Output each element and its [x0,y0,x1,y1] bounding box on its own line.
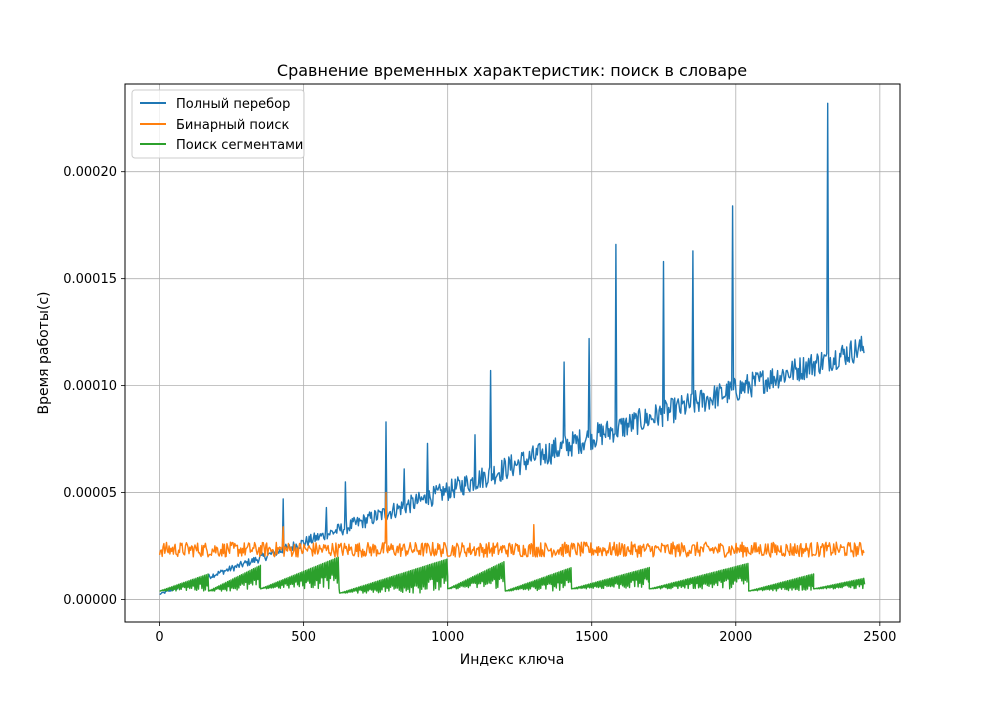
grid [125,84,900,622]
y-tick-label: 0.00010 [63,379,117,394]
x-tick-label: 0 [155,630,163,645]
x-tick-label: 1500 [575,630,608,645]
y-tick-label: 0.00015 [63,272,117,287]
y-tick-label: 0.00005 [63,486,117,501]
legend: Полный перебор Бинарный поиск Поиск сегм… [131,89,305,159]
x-axis-label: Индекс ключа [460,652,565,668]
series-line-binary-search [158,491,865,558]
series-layer [158,102,866,595]
y-axis-label: Время работы(с) [36,291,52,414]
legend-label-segment-search: Поиск сегментами [176,138,303,153]
y-tick-label: 0.00020 [63,165,117,180]
legend-box [131,89,305,159]
legend-label-binary-search: Бинарный поиск [176,118,289,133]
legend-label-brute-force: Полный перебор [176,97,290,112]
y-tick-label: 0.00000 [63,593,117,608]
axis-ticks: 0 500 1000 1500 2000 2500 0.00000 0.00005 0.0001… [63,165,896,645]
x-tick-label: 1000 [431,630,464,645]
series-line-segment-search [159,556,866,594]
chart-title: Сравнение временных характеристик: поиск… [277,61,747,80]
x-tick-label: 500 [291,630,316,645]
x-tick-label: 2500 [863,630,896,645]
plot-frame [124,83,901,623]
x-tick-label: 2000 [719,630,752,645]
